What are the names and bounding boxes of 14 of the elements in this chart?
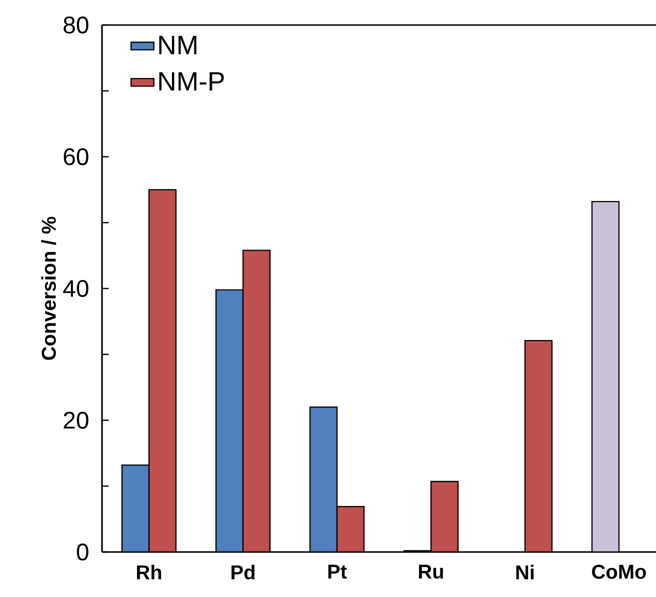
legend-label: NM [159,36,196,54]
y-tick-label: 0 [76,543,88,560]
x-tick-label: Ni [516,564,534,580]
x-tick-label: Pt [328,564,347,579]
x-tick-label: CoMo [592,564,646,579]
y-tick-label: 80 [64,16,88,34]
y-axis-title: Conversion / % [41,216,56,360]
y-tick-label: 40 [63,280,88,297]
x-tick-label: Rh [137,564,162,580]
x-tick-label: Pd [232,564,254,580]
y-tick-label: 60 [64,148,88,166]
x-tick-label: Ru [419,564,443,579]
y-tick-label: 20 [64,412,88,429]
legend-label: NM-P [159,72,224,91]
